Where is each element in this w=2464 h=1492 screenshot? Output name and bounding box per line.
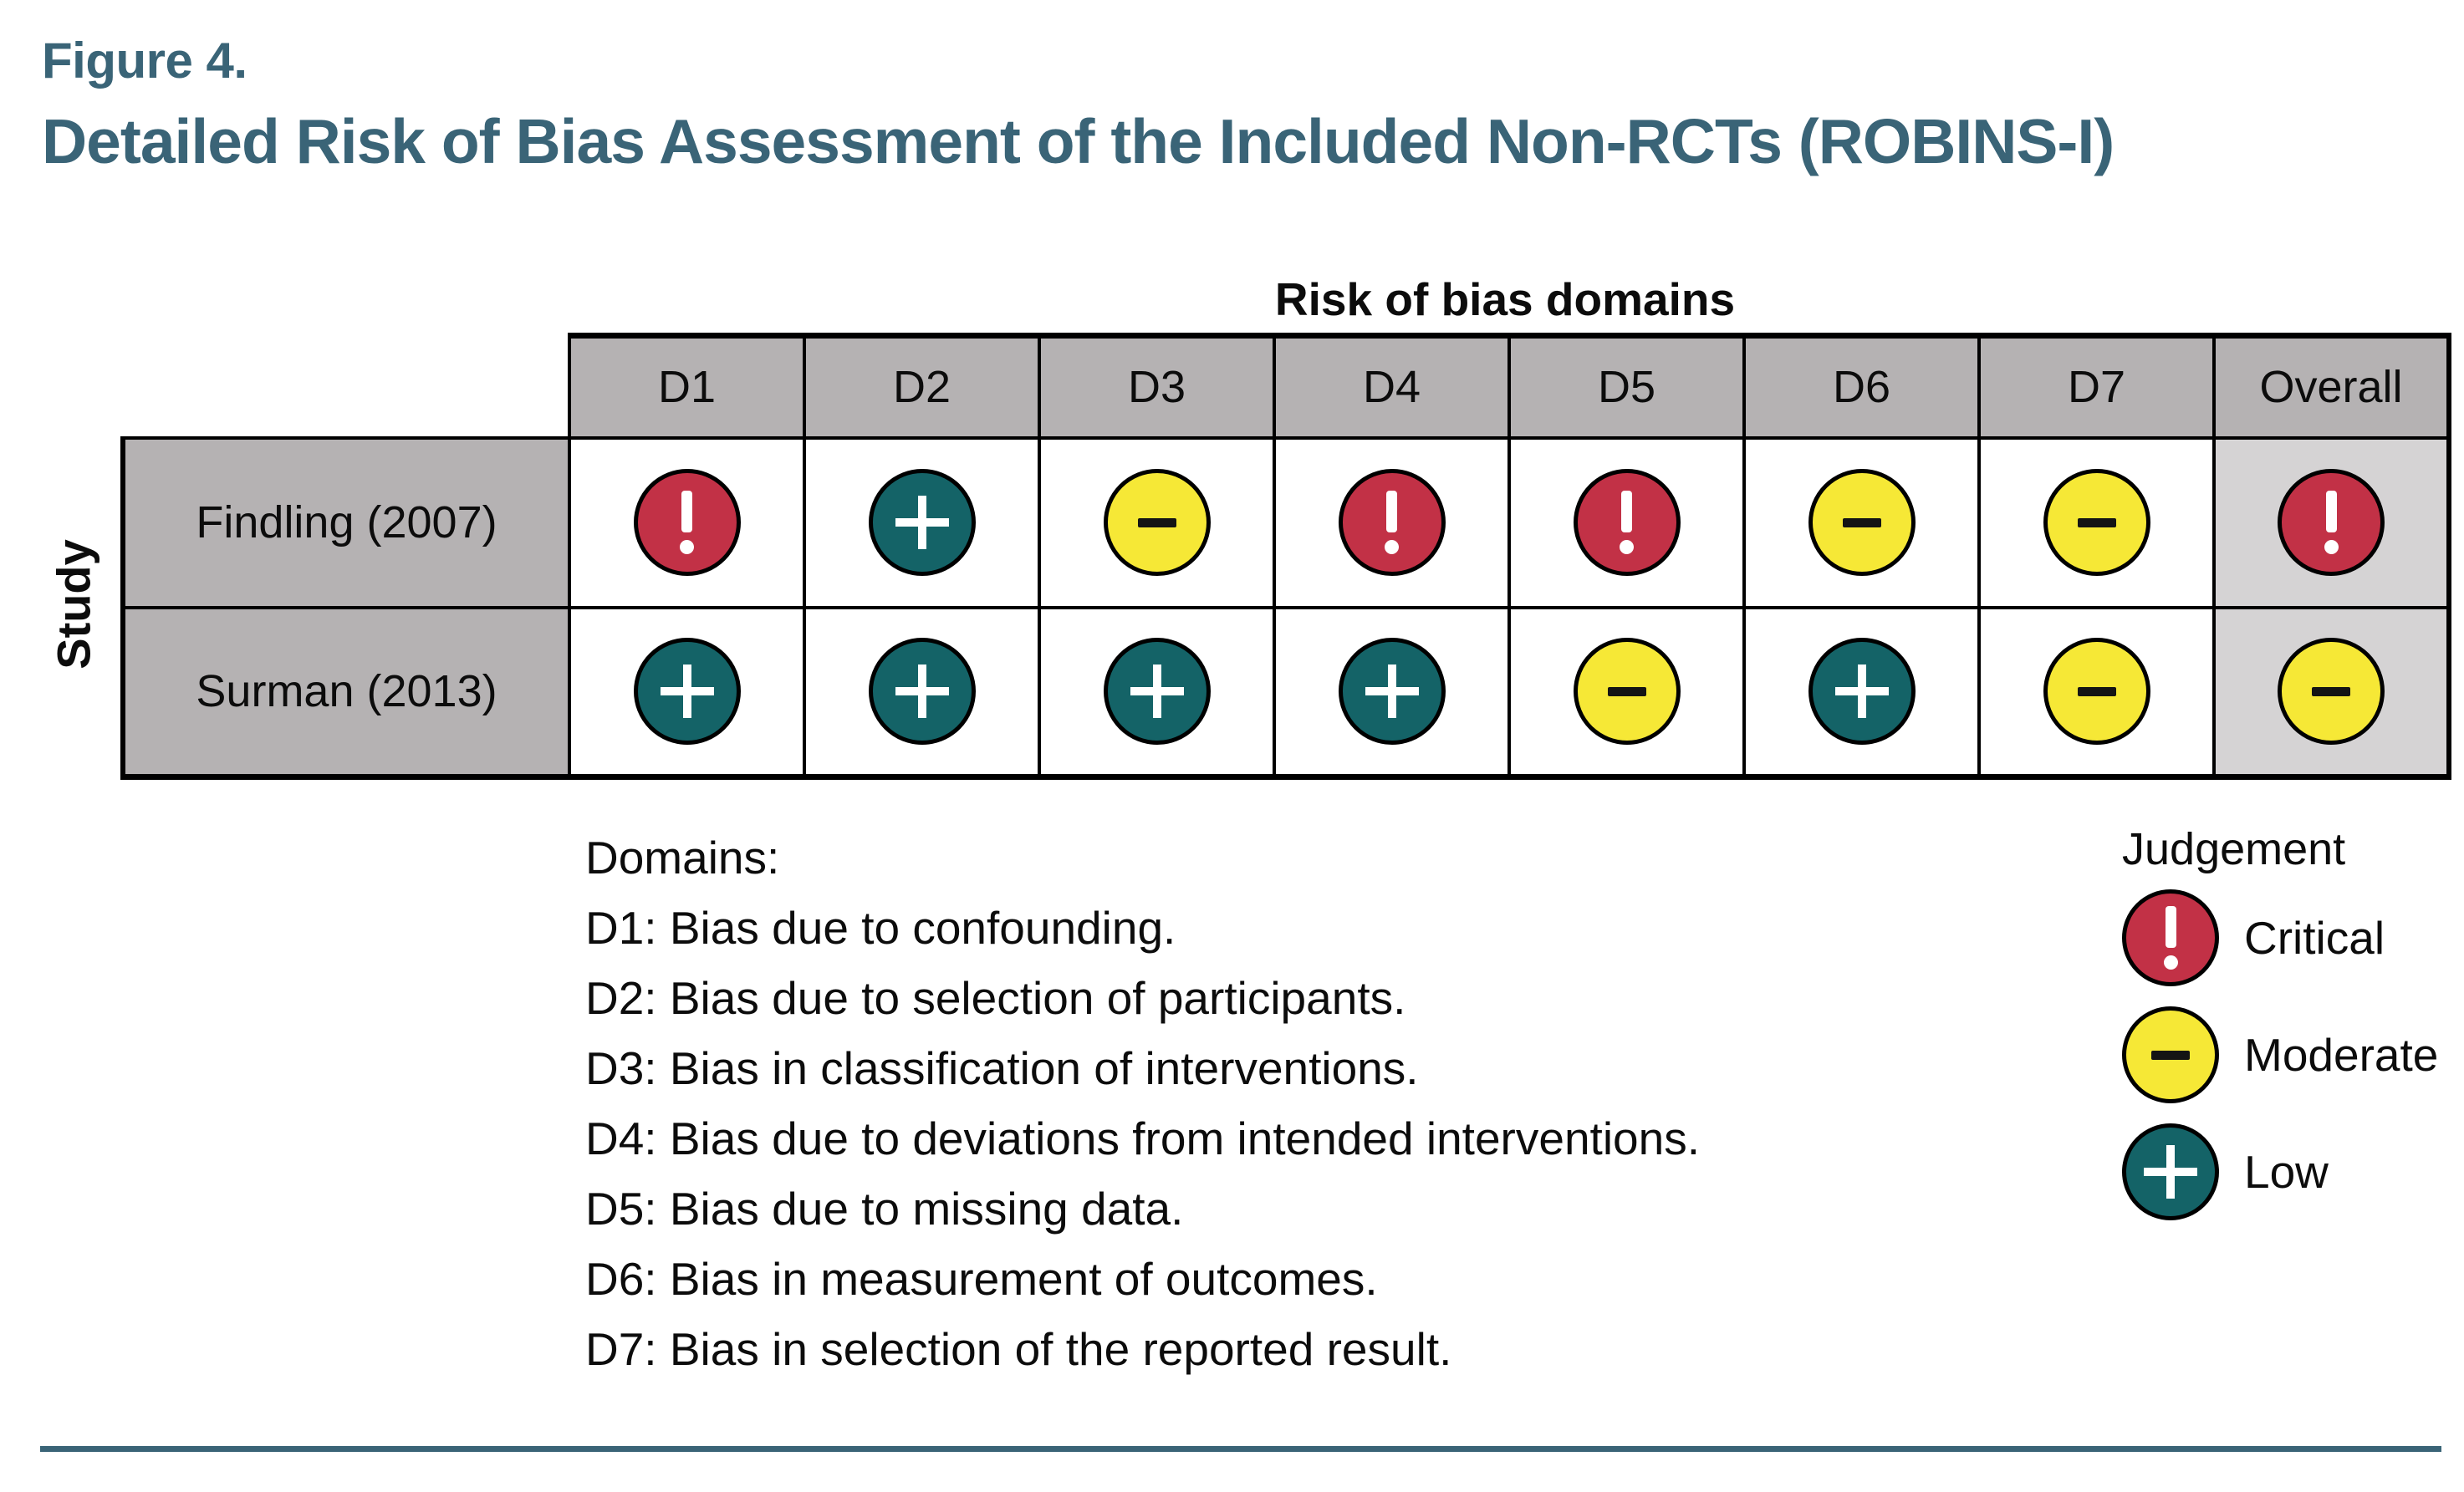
domain-definition: D7: Bias in selection of the reported re…: [585, 1323, 1452, 1375]
low-symbol: [895, 496, 949, 549]
judgement-cell: [1273, 605, 1511, 780]
domain-definition: D4: Bias due to deviations from intended…: [585, 1113, 1700, 1164]
study-name-cell: Findling (2007): [120, 435, 571, 609]
moderate-symbol: [2312, 686, 2350, 696]
moderate-symbol: [1137, 517, 1176, 527]
low-symbol: [660, 665, 714, 719]
column-header-d2: D2: [803, 333, 1041, 440]
study-name-cell: Surman (2013): [120, 605, 571, 780]
column-header-d6: D6: [1742, 333, 1981, 440]
domain-definition: D2: Bias due to selection of participant…: [585, 972, 1406, 1024]
critical-judgement-icon: [1338, 469, 1446, 576]
domain-definition: D1: Bias due to confounding.: [585, 902, 1176, 954]
low-judgement-icon: [1808, 638, 1916, 746]
domain-definition: D5: Bias due to missing data.: [585, 1183, 1184, 1235]
column-header-d4: D4: [1273, 333, 1511, 440]
judgement-cell: [1742, 435, 1981, 609]
domains-note-heading: Domains:: [585, 832, 780, 883]
judgement-cell: [2212, 605, 2451, 780]
legend-label: Moderate: [2244, 1029, 2439, 1081]
moderate-symbol: [2077, 686, 2116, 696]
critical-symbol: [2163, 906, 2178, 970]
domain-definition: D6: Bias in measurement of outcomes.: [585, 1253, 1378, 1305]
figure-title: Detailed Risk of Bias Assessment of the …: [42, 106, 2115, 176]
critical-symbol: [1385, 491, 1399, 554]
legend-label: Critical: [2244, 912, 2385, 964]
judgement-cell: [1977, 605, 2216, 780]
moderate-judgement-icon: [2043, 469, 2150, 576]
column-axis-title: Risk of bias domains: [1274, 273, 1736, 325]
critical-judgement-icon: [633, 469, 741, 576]
judgement-cell: [2212, 435, 2451, 609]
judgement-cell: [568, 435, 806, 609]
judgement-cell: [1507, 435, 1746, 609]
moderate-symbol: [1607, 686, 1646, 696]
critical-symbol: [1620, 491, 1634, 554]
judgement-cell: [1742, 605, 1981, 780]
judgement-cell: [1507, 605, 1746, 780]
column-header-d7: D7: [1977, 333, 2216, 440]
column-header-d5: D5: [1507, 333, 1746, 440]
table-row: Surman (2013): [120, 605, 2451, 780]
risk-of-bias-table: D1 D2 D3 D4 D5 D6 D7 Overall Findling (2007) Sur…: [120, 333, 2451, 780]
bottom-rule: [40, 1446, 2441, 1452]
judgement-cell: [568, 605, 806, 780]
low-judgement-icon: [868, 638, 976, 746]
judgement-cell: [803, 605, 1041, 780]
critical-legend-icon: [2122, 889, 2219, 986]
low-judgement-icon: [1338, 638, 1446, 746]
judgement-cell: [1273, 435, 1511, 609]
low-judgement-icon: [1103, 638, 1211, 746]
table-row: Findling (2007): [120, 435, 2451, 609]
moderate-judgement-icon: [1573, 638, 1681, 746]
figure-label: Figure 4.: [42, 33, 247, 89]
moderate-judgement-icon: [2278, 638, 2385, 746]
moderate-symbol: [2151, 1050, 2190, 1060]
critical-judgement-icon: [1573, 469, 1681, 576]
header-spacer-cell: [123, 336, 569, 438]
low-judgement-icon: [868, 469, 976, 576]
moderate-symbol: [2077, 517, 2116, 527]
low-judgement-icon: [633, 638, 741, 746]
domain-definition: D3: Bias in classification of interventi…: [585, 1042, 1419, 1094]
moderate-judgement-icon: [1808, 469, 1916, 576]
low-legend-icon: [2122, 1123, 2219, 1220]
low-symbol: [1365, 665, 1419, 719]
column-header-d3: D3: [1038, 333, 1276, 440]
judgement-cell: [803, 435, 1041, 609]
legend-title: Judgement: [2122, 824, 2346, 874]
low-symbol: [1130, 665, 1184, 719]
legend-label: Low: [2244, 1146, 2329, 1198]
moderate-symbol: [1842, 517, 1881, 527]
low-symbol: [1834, 665, 1889, 719]
column-header-overall: Overall: [2212, 333, 2451, 440]
legend-item-critical: Critical: [2122, 889, 2438, 986]
critical-symbol: [680, 491, 694, 554]
critical-symbol: [2324, 491, 2339, 554]
legend-item-moderate: Moderate: [2122, 1006, 2438, 1103]
moderate-judgement-icon: [1103, 469, 1211, 576]
judgement-cell: [1038, 605, 1276, 780]
moderate-legend-icon: [2122, 1006, 2219, 1103]
low-symbol: [2144, 1145, 2197, 1199]
critical-judgement-icon: [2278, 469, 2385, 576]
table-header-row: D1 D2 D3 D4 D5 D6 D7 Overall: [123, 333, 2451, 440]
moderate-judgement-icon: [2043, 638, 2150, 746]
low-symbol: [895, 665, 949, 719]
row-axis-label: Study: [47, 539, 100, 670]
legend-item-low: Low: [2122, 1123, 2438, 1220]
judgement-cell: [1977, 435, 2216, 609]
domains-note: Domains: D1: Bias due to confounding. D2:…: [585, 822, 1700, 1384]
judgement-cell: [1038, 435, 1276, 609]
judgement-legend: Judgement Critical Moderate Low: [2122, 822, 2438, 1240]
column-header-d1: D1: [568, 333, 806, 440]
